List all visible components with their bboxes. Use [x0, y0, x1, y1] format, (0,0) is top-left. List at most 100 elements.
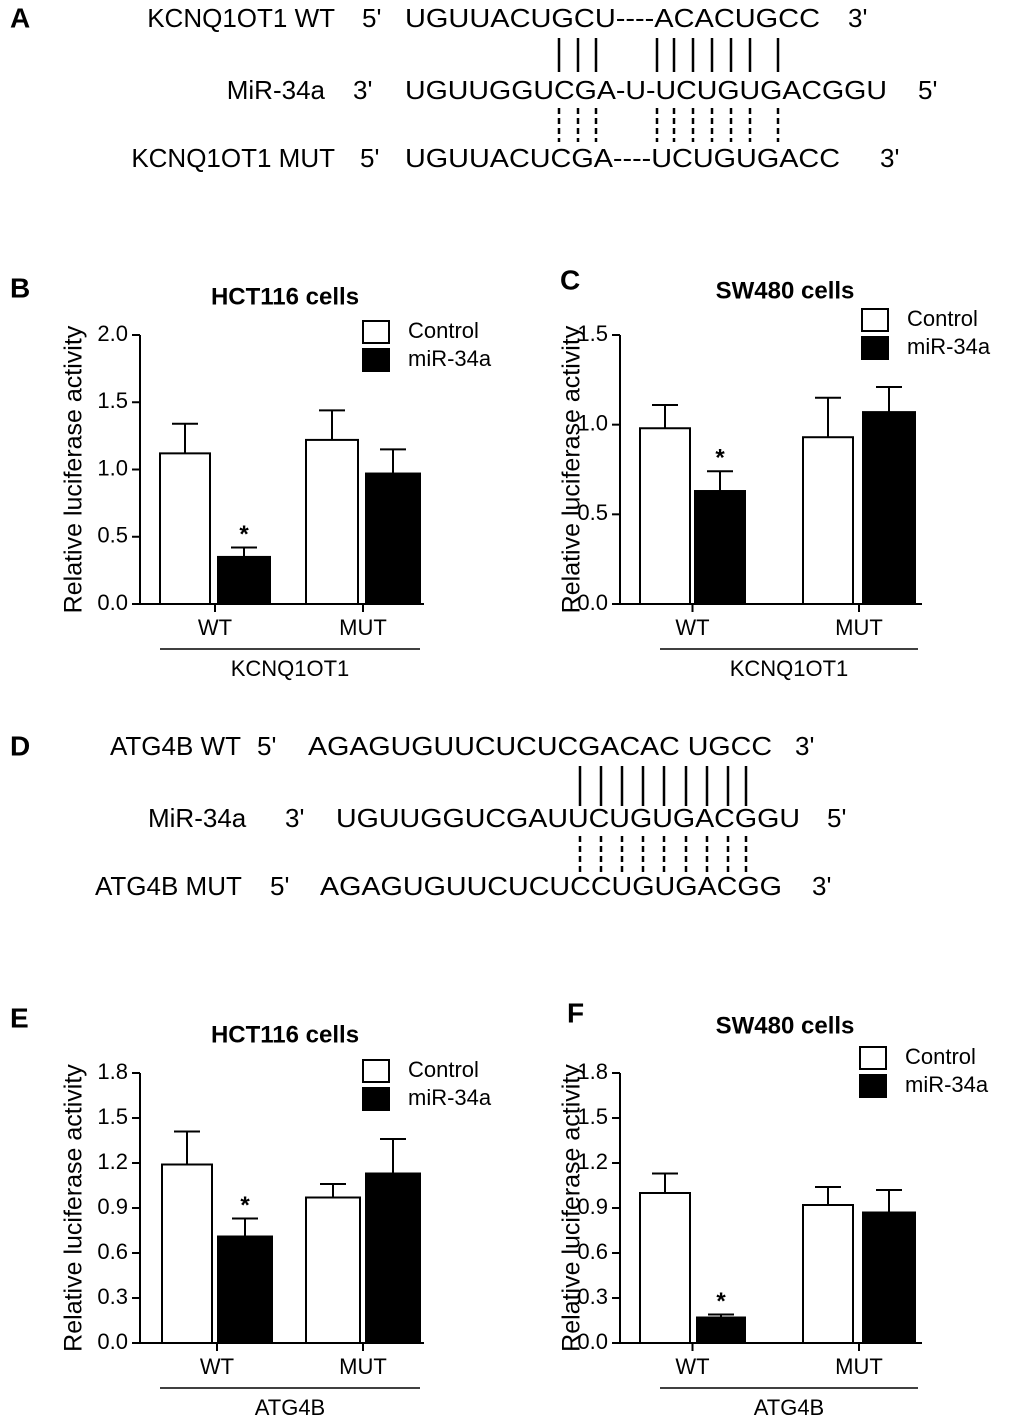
y-tick-label: 1.8 [577, 1059, 608, 1084]
sequence-end: 5' [827, 803, 846, 833]
bar [802, 1204, 854, 1344]
sequence-name: MiR-34a [148, 803, 247, 833]
significance-mark: * [716, 1288, 726, 1315]
legend-swatch [362, 1087, 390, 1111]
x-tick-label: MUT [339, 615, 387, 640]
y-tick-label: 1.5 [577, 1104, 608, 1129]
sequence: UGUUGGUCGA-U-UCUGUGACGGU [405, 75, 887, 105]
bar [862, 1211, 916, 1344]
y-tick-label: 0.3 [97, 1284, 128, 1309]
y-tick-label: 1.2 [97, 1149, 128, 1174]
x-tick-label: WT [200, 1354, 234, 1379]
bar [696, 1316, 746, 1344]
x-tick-label: MUT [835, 615, 883, 640]
x-tick-label: MUT [835, 1354, 883, 1379]
y-tick-label: 0.9 [577, 1194, 608, 1219]
sequence-end: 3' [285, 803, 304, 833]
legend-swatch [362, 320, 390, 344]
sequence-name: MiR-34a [227, 75, 326, 105]
y-tick-label: 0.0 [97, 1329, 128, 1354]
y-tick-label: 1.0 [97, 455, 128, 480]
sequence-end: 3' [795, 731, 814, 761]
bar [305, 438, 359, 605]
x-tick-label: WT [675, 1354, 709, 1379]
chart-title: HCT116 cells [211, 1021, 359, 1048]
panel-label: F [567, 997, 584, 1028]
sequence-end: 5' [918, 75, 937, 105]
sequence: AGAGUGUUCUCUCCUGUGACGG [320, 871, 782, 901]
chart-title: SW480 cells [716, 277, 855, 304]
panel-label: C [560, 264, 580, 295]
y-tick-label: 0.3 [577, 1284, 608, 1309]
legend-swatch [861, 336, 889, 360]
sequence-end: 5' [257, 731, 276, 761]
bar [639, 427, 691, 605]
significance-mark: * [239, 521, 249, 548]
y-tick-label: 0.6 [97, 1239, 128, 1264]
legend-label: miR-34a [905, 1072, 989, 1097]
legend-swatch [859, 1046, 887, 1070]
bar [305, 1196, 361, 1344]
sequence-end: 5' [362, 3, 381, 33]
panel-label: B [10, 272, 30, 303]
sequence: UGUUGGUCGAUUCUGUGACGGU [336, 803, 800, 833]
bar [802, 436, 854, 605]
sequence-end: 3' [812, 871, 831, 901]
bar [217, 555, 271, 605]
y-tick-label: 1.8 [97, 1059, 128, 1084]
y-tick-label: 0.0 [577, 590, 608, 615]
bar [217, 1235, 273, 1344]
y-tick-label: 1.2 [577, 1149, 608, 1174]
legend-label: Control [907, 306, 978, 331]
sequence: UGUUACUCGA----UCUGUGACC [405, 143, 840, 173]
legend-label: Control [905, 1044, 976, 1069]
x-tick-label: WT [675, 615, 709, 640]
legend-label: Control [408, 318, 479, 343]
panel-label: A [10, 2, 30, 33]
chart-title: SW480 cells [716, 1012, 855, 1039]
legend-swatch [362, 1059, 390, 1083]
y-tick-label: 1.5 [577, 321, 608, 346]
y-tick-label: 0.5 [577, 500, 608, 525]
group-label: KCNQ1OT1 [730, 656, 849, 681]
sequence-name: KCNQ1OT1 WT [147, 3, 335, 33]
group-label: ATG4B [754, 1395, 825, 1420]
y-axis-label: Relative luciferase activity [558, 325, 586, 613]
sequence-end: 3' [353, 75, 372, 105]
sequence-end: 3' [880, 143, 899, 173]
y-axis-label: Relative luciferase activity [558, 1064, 586, 1352]
legend-swatch [859, 1074, 887, 1098]
significance-mark: * [715, 445, 725, 472]
sequence-name: ATG4B MUT [95, 871, 242, 901]
legend-label: Control [408, 1057, 479, 1082]
group-label: ATG4B [255, 1395, 326, 1420]
legend-swatch [362, 348, 390, 372]
y-tick-label: 1.5 [97, 388, 128, 413]
legend-label: miR-34a [907, 334, 991, 359]
bar [159, 452, 211, 605]
y-tick-label: 2.0 [97, 321, 128, 346]
sequence: AGAGUGUUCUCUCGACAC UGCC [308, 731, 772, 761]
sequence-name: KCNQ1OT1 MUT [131, 143, 335, 173]
x-tick-label: MUT [339, 1354, 387, 1379]
sequence-end: 5' [270, 871, 289, 901]
y-tick-label: 1.5 [97, 1104, 128, 1129]
panel-label: D [10, 730, 30, 761]
y-tick-label: 0.6 [577, 1239, 608, 1264]
y-axis-label: Relative luciferase activity [60, 1064, 88, 1352]
bar [639, 1192, 691, 1344]
y-axis-label: Relative luciferase activity [60, 325, 88, 613]
bar [694, 490, 746, 605]
y-tick-label: 1.0 [577, 410, 608, 435]
pairing-lines [557, 38, 780, 876]
legend-label: miR-34a [408, 1085, 492, 1110]
bar [365, 472, 421, 605]
y-tick-label: 0.0 [97, 590, 128, 615]
y-tick-label: 0.9 [97, 1194, 128, 1219]
sequence-end: 5' [360, 143, 379, 173]
sequence-name: ATG4B WT [110, 731, 241, 761]
y-tick-label: 0.0 [577, 1329, 608, 1354]
legend-swatch [861, 308, 889, 332]
panel-label: E [10, 1002, 29, 1033]
